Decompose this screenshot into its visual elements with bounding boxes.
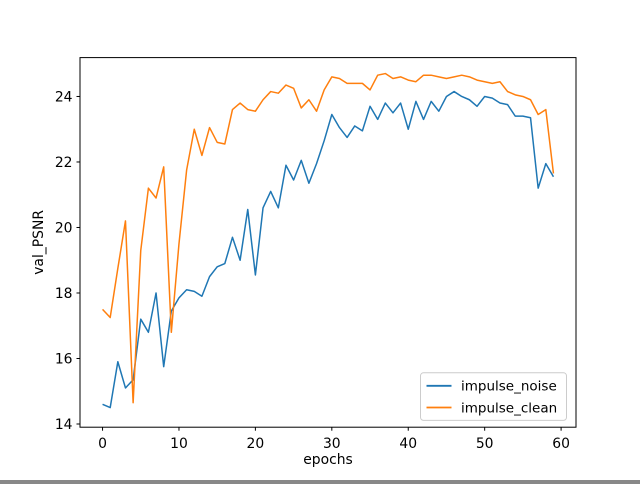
x-tick-label: 0 — [98, 436, 107, 452]
y-tick-label: 18 — [55, 286, 73, 302]
plot-area — [80, 57, 576, 428]
x-tick-label: 10 — [170, 436, 188, 452]
legend-box — [420, 372, 567, 421]
x-axis-label: epochs — [303, 452, 353, 468]
x-tick-label: 40 — [399, 436, 417, 452]
series-line-impulse_noise — [102, 90, 555, 409]
x-axis-ticks: 0 10 20 30 40 50 60 — [98, 427, 570, 452]
y-axis-label: val_PSNR — [31, 210, 47, 275]
x-tick-label: 50 — [476, 436, 494, 452]
y-axis-ticks: 14 16 18 20 22 24 — [55, 89, 80, 433]
axes-spines — [79, 57, 577, 428]
legend: impulse_noise impulse_clean — [420, 372, 567, 421]
y-tick-label: 20 — [55, 220, 73, 236]
x-tick-label: 60 — [552, 436, 570, 452]
y-tick-label: 24 — [55, 89, 73, 105]
y-tick-label: 14 — [55, 417, 73, 433]
y-tick-label: 22 — [55, 155, 73, 171]
series-lines — [102, 72, 555, 409]
y-tick-label: 16 — [55, 351, 73, 367]
x-tick-label: 30 — [323, 436, 341, 452]
x-tick-label: 20 — [247, 436, 265, 452]
legend-label-impulse-clean: impulse_clean — [461, 400, 557, 416]
series-line-impulse_clean — [102, 72, 555, 404]
legend-label-impulse-noise: impulse_noise — [461, 379, 557, 395]
